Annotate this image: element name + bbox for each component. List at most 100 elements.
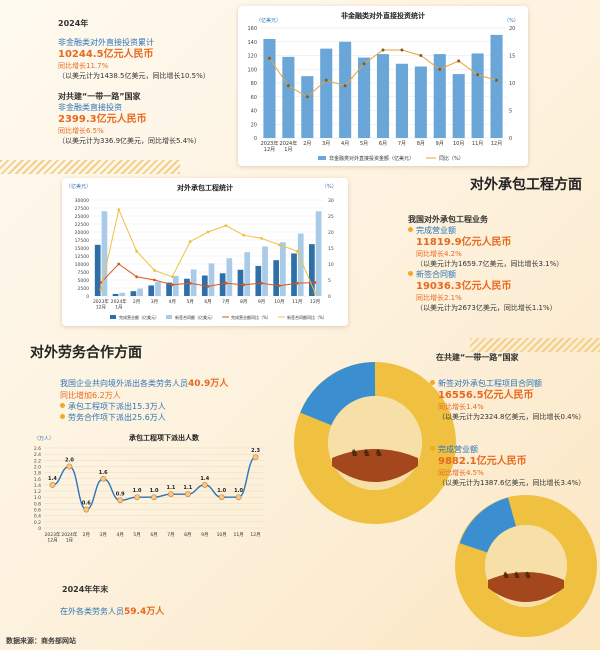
decor-stripe (0, 160, 180, 174)
line-point (495, 78, 499, 82)
x-tick-label: 8月 (184, 532, 191, 538)
x-tick-label: 9月 (436, 141, 444, 147)
bar (119, 292, 126, 296)
x-tick-label: 5月 (186, 299, 193, 305)
line-point (438, 67, 442, 71)
year-label: 2024年 (58, 19, 89, 28)
line-point (252, 454, 259, 461)
br-donut-2: ♞ ♞ ♞ (455, 495, 597, 637)
contract-chart-card: 对外承包工程统计 （亿美元） （%） 0 2500 5000 7500 10000 12500 1… (62, 178, 348, 326)
labor-line2: 同比增加6.2万人 (60, 391, 121, 400)
labor-chart: 承包工程项下派出人数（万人）00.20.40.60.81.01.21.41.61… (34, 433, 264, 544)
y-tick-label: 0 (86, 294, 89, 300)
legend-swatch (110, 315, 116, 319)
data-label: 0.6 (82, 501, 91, 507)
x-tick-label: 10月 (274, 299, 284, 305)
y-right-tick-label: 10 (328, 262, 334, 268)
y-tick-label: 10000 (75, 262, 89, 268)
data-label: 1.6 (99, 470, 108, 476)
x-tick-label: 9月 (258, 299, 265, 305)
fdi-chart-card: 非金融类对外直接投资统计 （亿美元） （%） 0 20 40 60 80 100 120 140 16… (238, 6, 528, 166)
line-point (206, 285, 210, 288)
y-tick-label: 20 (251, 122, 257, 128)
x-tick-label: 8月 (417, 141, 425, 147)
x-tick-label: 2024年 (111, 298, 127, 305)
bar (237, 269, 244, 296)
data-label: 1.0 (234, 488, 243, 494)
x-tick-label: 12月 (250, 532, 260, 538)
x-tick-label: 3月 (151, 299, 158, 305)
line-point (324, 78, 328, 82)
x-tick-label: 2024年 (61, 531, 77, 538)
bar (208, 263, 215, 296)
fdi-label: 非金融类对外直接投资累计 (58, 38, 154, 47)
labor-line1: 我国企业共向境外派出各类劳务人员40.9万人 (60, 378, 300, 390)
contract-block: 我国对外承包工程业务 完成营业额 11819.9亿元人民币 同比增长4.2% （… (408, 214, 598, 313)
fdi-chart: 非金融类对外直接投资统计（亿美元） （%）02040608010012014016… (247, 11, 519, 162)
x-tick-label: 4月 (169, 299, 176, 305)
line-point (476, 73, 480, 77)
line-point (295, 249, 299, 253)
y-tick-label: 1.8 (34, 471, 41, 477)
fdi-br-value: 2399.3亿元人民币 (58, 114, 147, 125)
line-point (224, 281, 228, 285)
y-right-tick-label: 5 (328, 278, 331, 284)
bar (219, 273, 226, 296)
x-tick-label: 2023年 (261, 140, 279, 147)
bar (155, 281, 161, 296)
fdi-value: 10244.5亿元人民币 (58, 49, 154, 60)
line-point (419, 54, 423, 57)
line-point (242, 233, 246, 237)
contract-new-usd: （以美元计为2673亿美元，同比增长1.1%） (416, 304, 557, 312)
y-tick-label: 20000 (75, 230, 89, 236)
bar (376, 54, 390, 138)
y-axis-unit-right: （%） (504, 18, 519, 24)
line-point (135, 249, 139, 253)
bullet-dot (60, 403, 65, 408)
x-tick-label: 11月 (472, 141, 483, 147)
br-new-growth: 同比增长1.4% (438, 403, 484, 411)
line-point (99, 288, 103, 291)
line-point (260, 237, 263, 240)
y-tick-label: 30000 (75, 198, 89, 204)
legend-swatch (318, 156, 326, 160)
br-new-usd: （以美元计为2324.8亿美元，同比增长0.4%） (438, 413, 586, 421)
line-point (184, 491, 191, 498)
x-tick-label: 2023年 (93, 298, 109, 305)
line-point (170, 275, 174, 279)
legend-swatch (166, 315, 172, 319)
bar (190, 269, 197, 296)
x-tick-label: 12月 (310, 299, 320, 305)
x-tick-label: 2月 (303, 141, 311, 147)
bar (244, 252, 251, 296)
contract-rev-label: 完成营业额 (408, 225, 598, 236)
y-tick-label: 1.4 (34, 483, 41, 489)
y-tick-label: 2.0 (34, 464, 41, 470)
contract-new-label-text: 新签合同额 (416, 270, 456, 279)
br-new-label-text: 新签对外承包工程项目合同额 (438, 379, 542, 388)
y-tick-label: 140 (247, 40, 257, 46)
x-tick-label: 5月 (133, 532, 140, 538)
bar (297, 233, 304, 296)
bar (471, 53, 484, 138)
line-point (260, 281, 263, 285)
data-label: 1.0 (150, 488, 159, 494)
legend-label: 新签合同额（亿美元） (175, 314, 215, 320)
bar (395, 63, 408, 138)
line-point (99, 281, 103, 284)
x-tick-label: 10月 (453, 141, 464, 147)
y-tick-label: 27500 (75, 206, 89, 212)
y-tick-label: 60 (251, 95, 257, 101)
chart-title: 承包工程项下派出人数 (129, 433, 200, 442)
line-point (66, 463, 73, 470)
line-point (168, 491, 174, 498)
bar (94, 244, 101, 296)
contract-rev-growth: 同比增长4.2% (416, 250, 462, 258)
x-tick-label: 7月 (222, 299, 229, 305)
fdi-br-title: 对共建“一带一路”国家 (58, 92, 141, 101)
br-donut-1: ♞ ♞ ♞ (294, 362, 456, 524)
bar (130, 291, 137, 296)
y-tick-label: 1.2 (34, 489, 41, 495)
y-tick-label: 0.2 (34, 520, 41, 526)
contract-new-growth: 同比增长2.1% (416, 294, 462, 302)
